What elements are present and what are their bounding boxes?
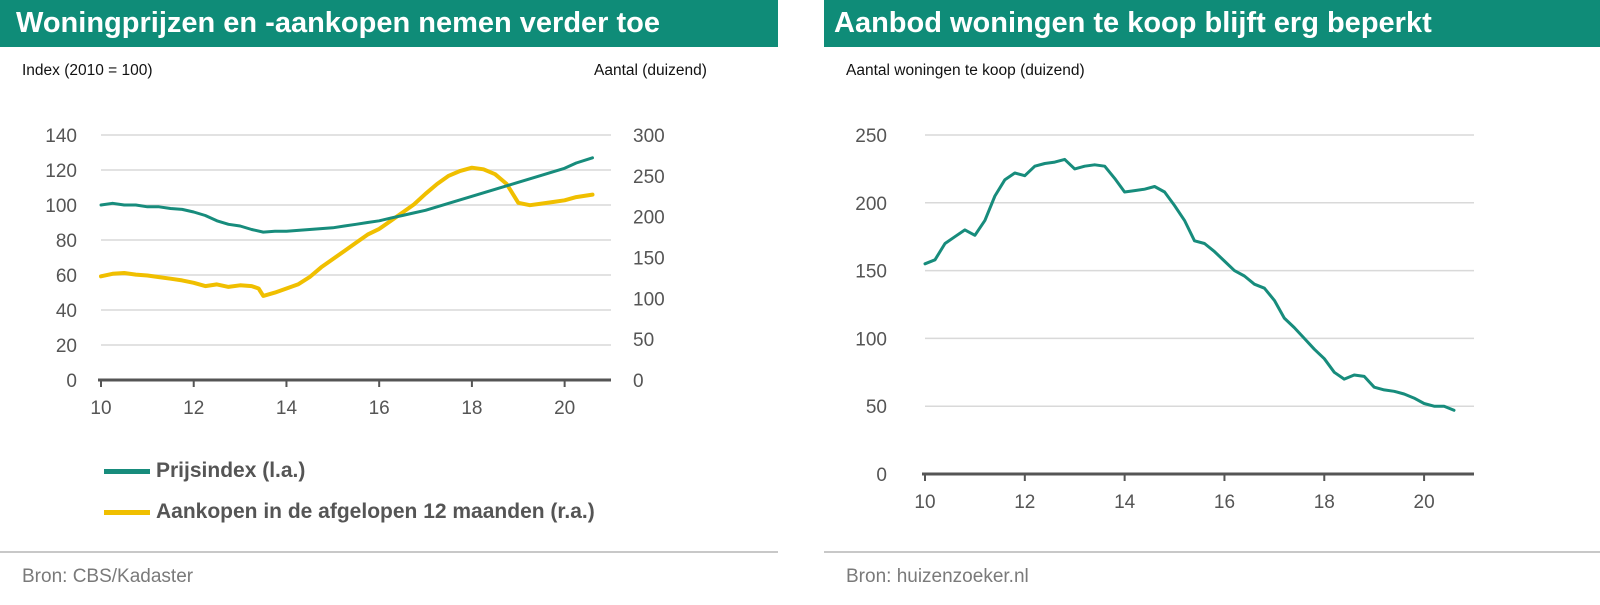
y-left-tick-label: 60 — [56, 266, 77, 287]
series-line-aankopen — [99, 165, 595, 298]
left-chart-plot: 0 20 40 60 80 100 120 140 0 50 100 150 200 250 300 10 12… — [45, 126, 665, 419]
y-left-tick-label: 0 — [66, 371, 77, 392]
y-tick-label: 50 — [866, 397, 887, 418]
series-line-prijsindex — [99, 156, 594, 234]
right-chart-panel: Aanbod woningen te koop blijft erg beper… — [824, 0, 1600, 605]
y-right-tick-label: 100 — [633, 289, 665, 310]
y-tick-label: 100 — [855, 329, 887, 350]
x-tick-label: 20 — [554, 398, 575, 419]
legend-swatch-teal — [104, 468, 150, 474]
left-axis-label: Index (2010 = 100) — [22, 62, 153, 79]
left-chart-panel: Woningprijzen en -aankopen nemen verder … — [0, 0, 780, 605]
series-line-aanbod — [923, 157, 1456, 412]
legend-swatch-yellow — [104, 509, 150, 515]
x-tick-label: 12 — [183, 398, 204, 419]
y-right-tick-label: 150 — [633, 249, 665, 270]
right-source: Bron: huizenzoeker.nl — [846, 566, 1029, 587]
y-tick-label: 200 — [855, 194, 887, 215]
y-tick-label: 250 — [855, 126, 887, 147]
legend-label-prijsindex: Prijsindex (l.a.) — [156, 459, 306, 482]
y-left-tick-label: 40 — [56, 301, 77, 322]
legend-item-aankopen: Aankopen in de afgelopen 12 maanden (r.a… — [104, 499, 595, 525]
y-right-tick-label: 0 — [633, 371, 644, 392]
x-tick-label: 20 — [1414, 492, 1435, 513]
x-tick-label: 16 — [369, 398, 390, 419]
y-right-tick-label: 200 — [633, 208, 665, 229]
source-divider — [824, 551, 1600, 553]
y-left-tick-label: 20 — [56, 336, 77, 357]
x-tick-label: 10 — [90, 398, 111, 419]
x-tick-label: 18 — [461, 398, 482, 419]
right-chart-axis-label: Aantal woningen te koop (duizend) — [846, 62, 1085, 79]
y-left-tick-label: 80 — [56, 231, 77, 252]
right-chart-title: Aanbod woningen te koop blijft erg beper… — [824, 0, 1600, 47]
y-right-tick-label: 50 — [633, 330, 654, 351]
y-right-tick-label: 300 — [633, 126, 665, 147]
y-tick-label: 0 — [876, 465, 887, 486]
x-tick-label: 16 — [1214, 492, 1235, 513]
source-divider — [0, 551, 778, 553]
legend-item-prijsindex: Prijsindex (l.a.) — [104, 458, 305, 484]
x-tick-label: 14 — [1114, 492, 1136, 513]
legend-label-aankopen: Aankopen in de afgelopen 12 maanden (r.a… — [156, 500, 595, 523]
left-chart-title: Woningprijzen en -aankopen nemen verder … — [0, 0, 778, 47]
x-tick-label: 14 — [276, 398, 298, 419]
y-left-tick-label: 140 — [45, 126, 77, 147]
x-tick-label: 18 — [1314, 492, 1335, 513]
x-tick-label: 12 — [1014, 492, 1035, 513]
y-right-tick-label: 250 — [633, 167, 665, 188]
left-source: Bron: CBS/Kadaster — [22, 566, 194, 587]
y-tick-label: 150 — [855, 262, 887, 283]
y-left-tick-label: 100 — [45, 196, 77, 217]
right-chart-plot: 0 50 100 150 200 250 10 12 14 16 18 20 — [855, 126, 1474, 513]
y-left-tick-label: 120 — [45, 161, 77, 182]
right-axis-label: Aantal (duizend) — [594, 62, 707, 79]
x-tick-label: 10 — [914, 492, 935, 513]
